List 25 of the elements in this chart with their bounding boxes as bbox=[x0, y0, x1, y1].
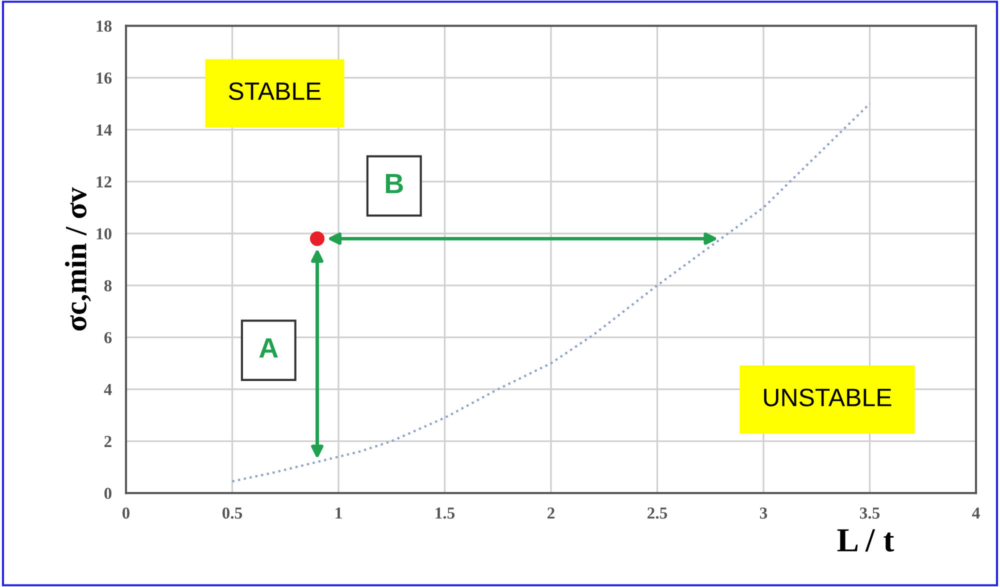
y-tick-label: 2 bbox=[104, 436, 112, 447]
annotation: UNSTABLE bbox=[764, 388, 892, 406]
annotation: A bbox=[259, 338, 278, 358]
x-tick-label: 0.5 bbox=[222, 507, 242, 519]
x-tick-label: 0 bbox=[122, 507, 130, 519]
x-tick-label: 2 bbox=[548, 508, 554, 519]
y-tick-label: 14 bbox=[96, 124, 112, 136]
x-tick-label: 2.5 bbox=[648, 508, 668, 519]
x-tick-label: 1.5 bbox=[436, 508, 455, 519]
x-tick-label: 4 bbox=[972, 508, 980, 519]
x-tick-label: 1 bbox=[336, 508, 342, 519]
y-tick-label: 0 bbox=[104, 488, 112, 500]
y-axis-title: σc,min / σv bbox=[64, 187, 91, 330]
y-tick-label: 12 bbox=[96, 176, 112, 188]
y-tick-label: 6 bbox=[104, 332, 112, 344]
y-tick-label: 8 bbox=[104, 280, 112, 292]
y-tick-label: 10 bbox=[96, 228, 112, 240]
y-tick-label: 4 bbox=[104, 384, 112, 396]
x-axis-title: L / t bbox=[837, 529, 894, 552]
annotation: STABLE bbox=[228, 82, 321, 100]
y-tick-label: 18 bbox=[96, 20, 112, 32]
x-tick-label: 3.5 bbox=[860, 508, 880, 519]
annotation: B bbox=[386, 174, 403, 194]
x-tick-label: 3 bbox=[760, 508, 768, 519]
y-tick-label: 16 bbox=[96, 72, 112, 84]
